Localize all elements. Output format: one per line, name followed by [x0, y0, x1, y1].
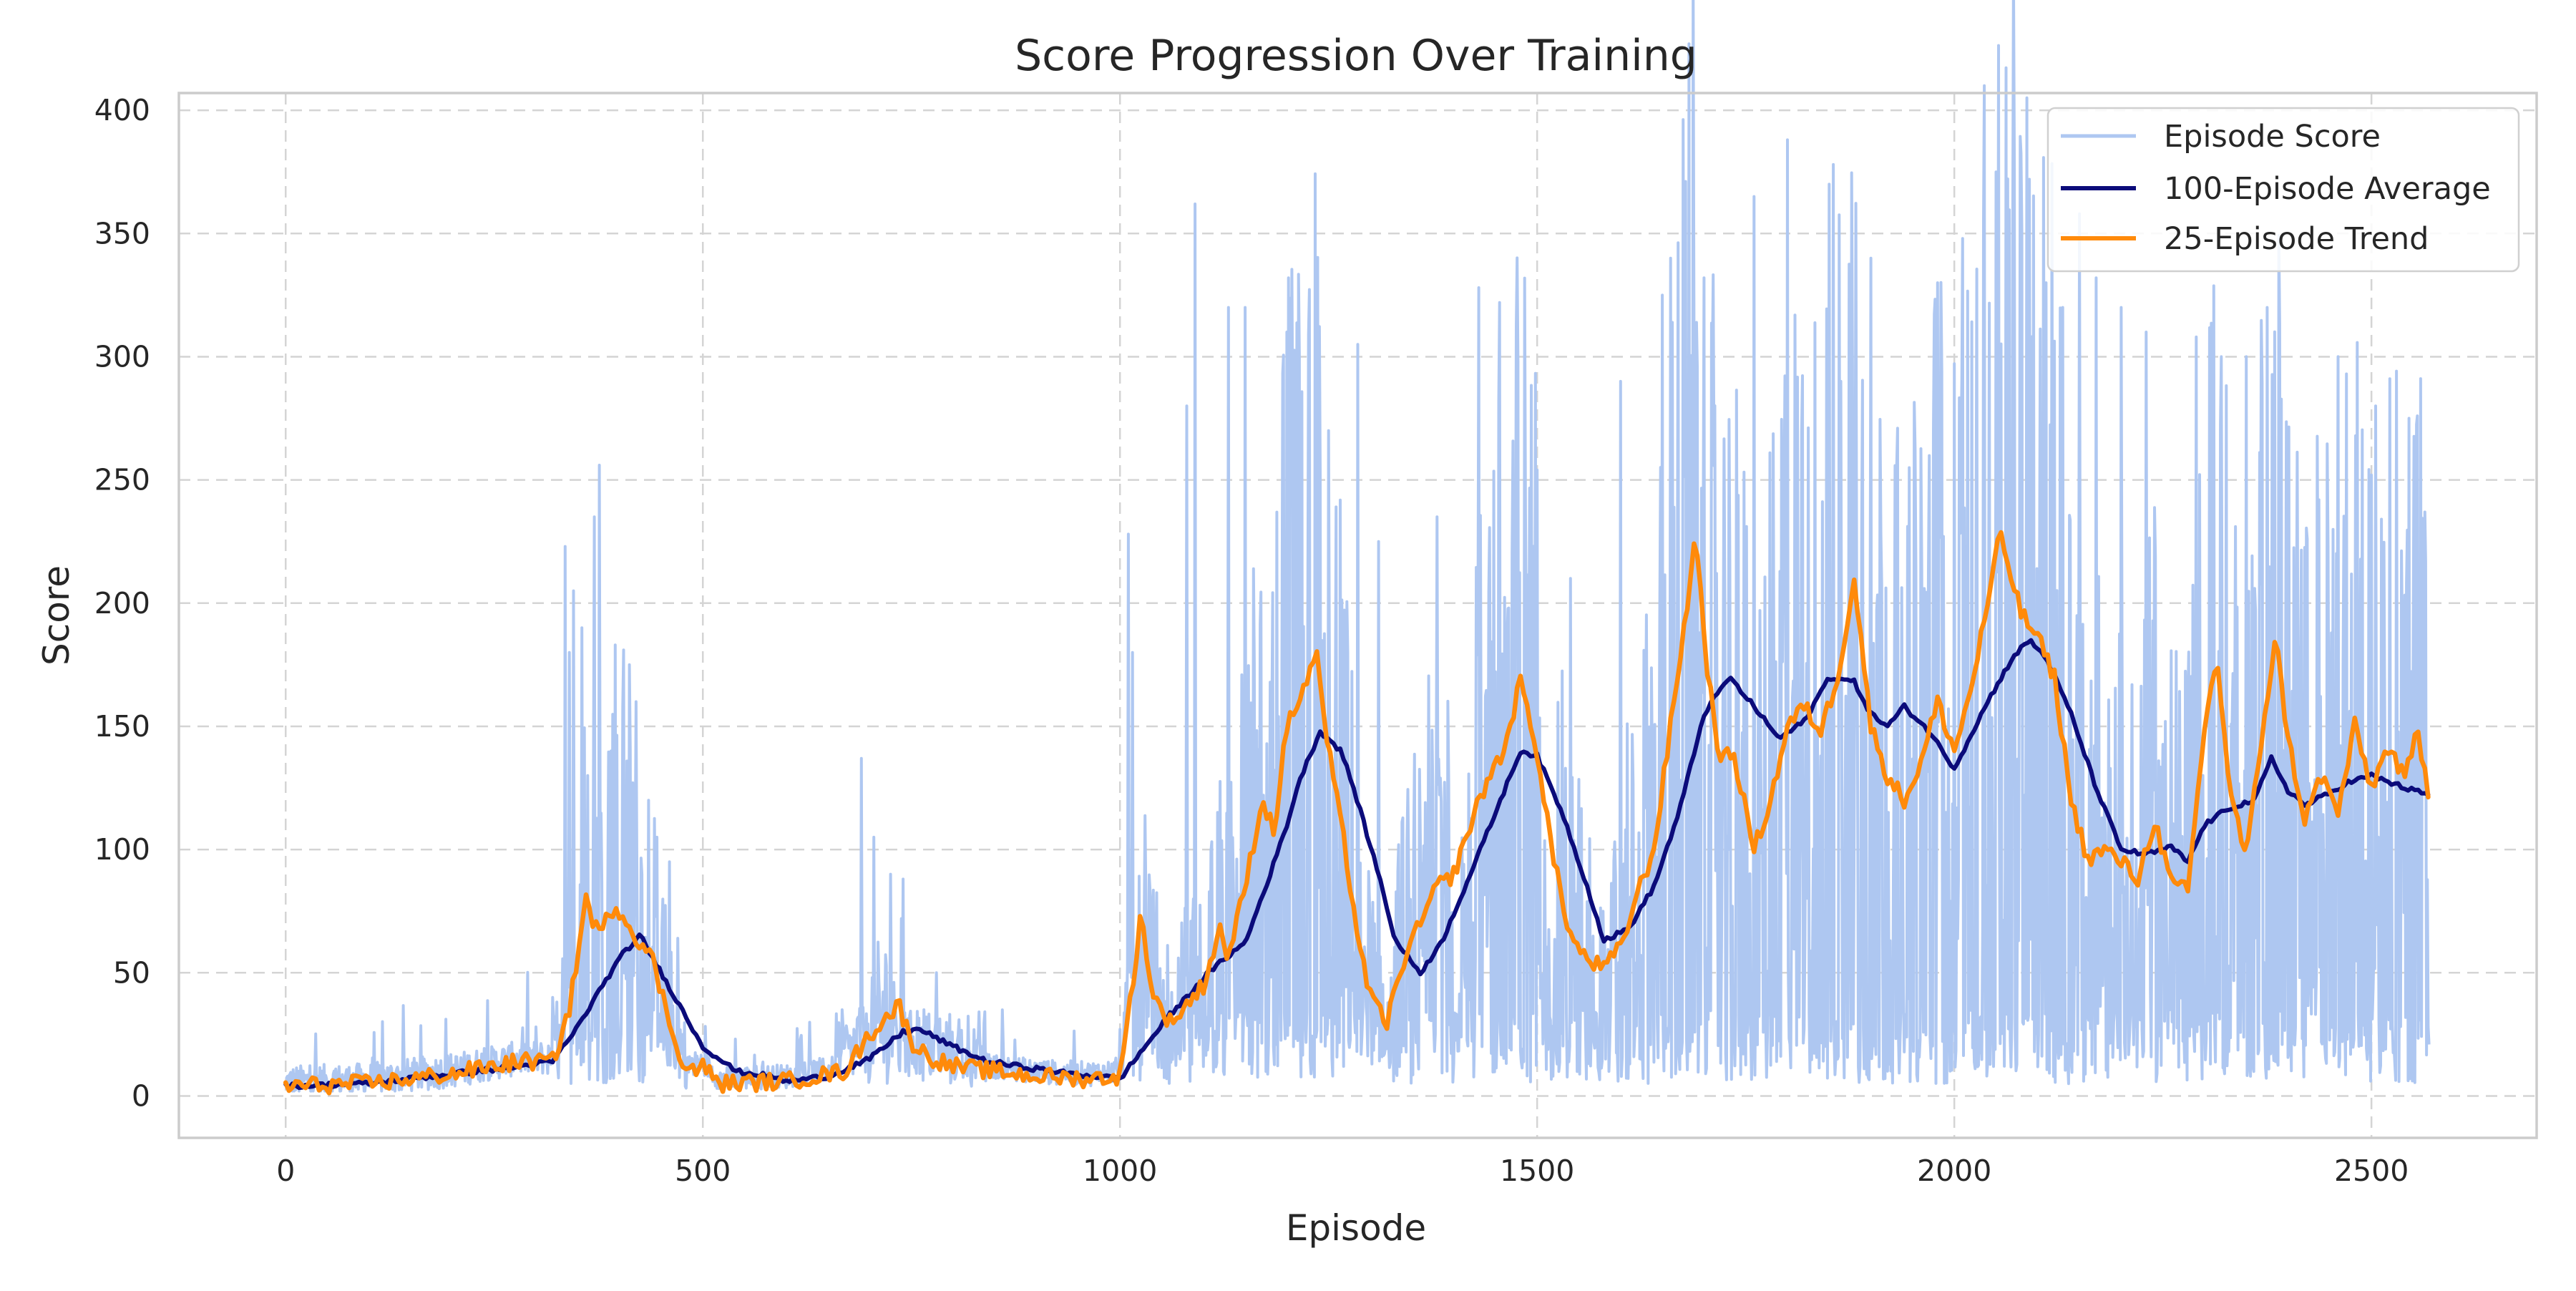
- series-line-episode-score: [284, 0, 2431, 1093]
- series-line-average: [283, 638, 2431, 1091]
- y-tick-label: 250: [94, 463, 150, 497]
- x-tick-label: 1000: [1083, 1154, 1157, 1188]
- ticks-layer: 0 500 1000 1500 2000 2500 0 50 100 150 200 250 300 35…: [94, 93, 2409, 1188]
- y-tick-label: 150: [94, 709, 150, 744]
- x-tick-label: 0: [276, 1154, 295, 1188]
- y-tick-label: 0: [132, 1078, 150, 1113]
- y-axis-label: Score: [36, 565, 77, 666]
- legend: Episode Score 100-Episode Average 25-Epi…: [2046, 107, 2520, 273]
- legend-label-episode-score: Episode Score: [2164, 119, 2381, 155]
- x-tick-label: 1500: [1500, 1154, 1574, 1188]
- x-tick-label: 500: [675, 1154, 731, 1188]
- x-tick-label: 2500: [2334, 1154, 2409, 1188]
- x-tick-label: 2000: [1917, 1154, 1991, 1188]
- plot-frame: [177, 92, 2538, 1139]
- legend-label-average: 100-Episode Average: [2164, 171, 2491, 207]
- y-tick-label: 200: [94, 586, 150, 620]
- legend-label-trend: 25-Episode Trend: [2164, 221, 2429, 257]
- y-tick-label: 400: [94, 93, 150, 127]
- y-tick-label: 50: [113, 955, 150, 990]
- chart-title: Score Progression Over Training: [1015, 31, 1697, 81]
- y-tick-label: 350: [94, 216, 150, 250]
- legend-box: [2046, 107, 2520, 273]
- y-tick-label: 300: [94, 339, 150, 374]
- y-tick-label: 100: [94, 832, 150, 867]
- series-layer: [283, 0, 2431, 1096]
- x-axis-label: Episode: [1286, 1207, 1426, 1249]
- series-line-trend: [283, 530, 2431, 1096]
